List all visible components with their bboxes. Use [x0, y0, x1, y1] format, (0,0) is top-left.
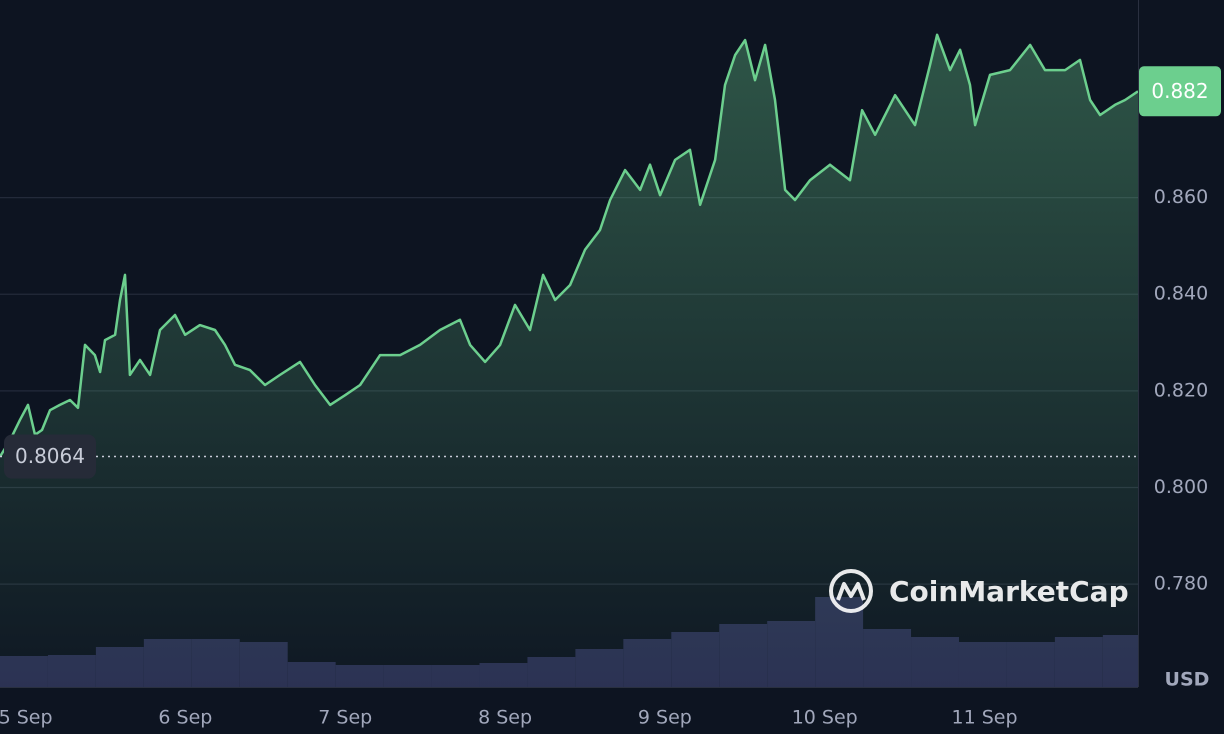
y-axis-label: USD: [1165, 669, 1210, 691]
x-tick-label: 11 Sep: [952, 707, 1018, 729]
plot: [0, 33, 1139, 688]
last-price-label: 0.882: [1151, 79, 1208, 103]
open-price-label: 0.8064: [15, 444, 85, 468]
y-tick-label: 0.820: [1154, 379, 1208, 401]
x-tick-label: 6 Sep: [158, 707, 212, 729]
price-area: [0, 34, 1138, 688]
watermark-logo: [836, 582, 866, 601]
watermark: CoinMarketCap: [829, 569, 1129, 613]
x-tick-label: 5 Sep: [0, 707, 53, 729]
watermark-logo: [829, 569, 873, 613]
y-tick-label: 0.840: [1154, 283, 1208, 305]
price-line: [0, 33, 1139, 458]
x-tick-label: 9 Sep: [638, 707, 692, 729]
x-tick-label: 8 Sep: [478, 707, 532, 729]
y-tick-label: 0.860: [1154, 186, 1208, 208]
last-price-tag: [1139, 66, 1221, 117]
x-tick-label: 7 Sep: [318, 707, 372, 729]
watermark-text: CoinMarketCap: [889, 575, 1129, 608]
y-tick-label: 0.800: [1154, 476, 1208, 498]
x-tick-label: 10 Sep: [792, 707, 858, 729]
y-tick-label: 0.780: [1154, 573, 1208, 595]
open-price-tag: [4, 434, 96, 479]
